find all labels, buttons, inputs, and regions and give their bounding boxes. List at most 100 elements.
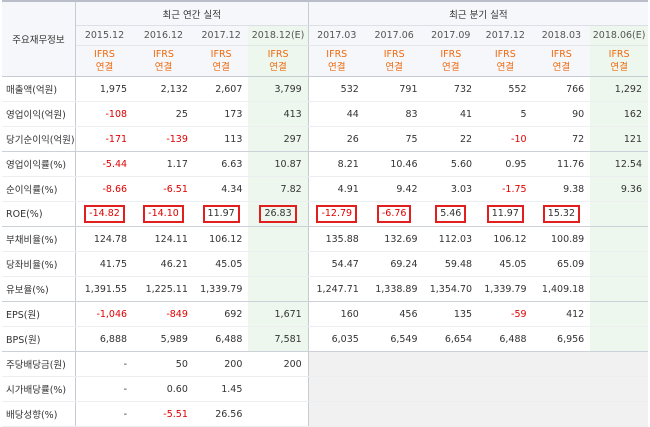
ifrs-header: IFRS 연결 <box>248 45 309 77</box>
period-header: 2017.09 <box>423 25 479 46</box>
value-cell: 106.12 <box>193 226 249 252</box>
value-cell: 3.03 <box>423 176 479 202</box>
consolidated-label: 연결 <box>212 62 230 73</box>
value-cell: 766 <box>532 76 591 102</box>
ifrs-label: IFRS <box>267 49 289 60</box>
value-cell: 297 <box>248 126 309 152</box>
value-cell: 5.46 <box>423 201 479 227</box>
value-cell: 200 <box>193 351 249 377</box>
highlighted-value: 11.97 <box>486 205 524 223</box>
ifrs-label: IFRS <box>326 49 348 60</box>
table-row: EPS(원) -1,046 -849 692 1,671 160 456 135 -59 412 <box>2 301 648 327</box>
row-label: 부채비율(%) <box>2 226 76 252</box>
value-cell: 124.11 <box>133 226 194 252</box>
value-cell: 112.03 <box>423 226 479 252</box>
value-cell: -10 <box>478 126 533 152</box>
value-cell: 1.45 <box>193 376 249 402</box>
value-cell: 5 <box>478 101 533 127</box>
value-cell: 2,132 <box>133 76 194 102</box>
value-cell: 6.63 <box>193 151 249 177</box>
value-cell <box>248 376 309 402</box>
ifrs-header: IFRS 연결 <box>133 45 194 77</box>
period-header: 2015.12 <box>75 25 134 46</box>
value-cell: 11.97 <box>193 201 249 227</box>
value-cell: 15.32 <box>532 201 591 227</box>
value-cell: 10.46 <box>364 151 424 177</box>
value-cell: 46.21 <box>133 251 194 277</box>
value-cell <box>364 376 424 402</box>
value-cell <box>248 226 309 252</box>
value-cell: -108 <box>75 101 134 127</box>
value-cell: 6,888 <box>75 326 134 352</box>
value-cell: -8.66 <box>75 176 134 202</box>
table-row: 당기순이익(억원) -171 -139 113 297 26 75 22 -10 72 121 <box>2 126 648 152</box>
value-cell: -1,046 <box>75 301 134 327</box>
value-cell: 135 <box>423 301 479 327</box>
value-cell: 7,581 <box>248 326 309 352</box>
value-cell: 50 <box>133 351 194 377</box>
value-cell: 45.05 <box>193 251 249 277</box>
value-cell: 8.21 <box>308 151 365 177</box>
quarterly-group-header: 최근 분기 실적 <box>308 0 648 26</box>
value-cell <box>590 226 648 252</box>
value-cell: 6,035 <box>308 326 365 352</box>
ifrs-label: IFRS <box>550 49 572 60</box>
ifrs-header: IFRS 연결 <box>364 45 424 77</box>
value-cell: 162 <box>590 101 648 127</box>
row-label: 배당성향(%) <box>2 401 76 427</box>
annual-group-header: 최근 연간 실적 <box>75 0 309 26</box>
value-cell <box>248 251 309 277</box>
value-cell: 732 <box>423 76 479 102</box>
value-cell: 41.75 <box>75 251 134 277</box>
value-cell: 41 <box>423 101 479 127</box>
value-cell: 44 <box>308 101 365 127</box>
row-label: BPS(원) <box>2 326 76 352</box>
value-cell: -14.82 <box>75 201 134 227</box>
ifrs-header: IFRS 연결 <box>590 45 648 77</box>
table-row: 주당배당금(원) -50 200 200 <box>2 351 648 377</box>
value-cell: 3,799 <box>248 76 309 102</box>
value-cell <box>532 351 591 377</box>
value-cell: 5,989 <box>133 326 194 352</box>
value-cell: 4.34 <box>193 176 249 202</box>
value-cell: 1,409.18 <box>532 276 591 302</box>
value-cell <box>590 326 648 352</box>
value-cell: 54.47 <box>308 251 365 277</box>
value-cell: -14.10 <box>133 201 194 227</box>
value-cell <box>423 401 479 427</box>
table-row: 영업이익률(%) -5.44 1.17 6.63 10.87 8.21 10.46 5.60 0… <box>2 151 648 177</box>
table-row: 영업이익(억원) -108 25 173 413 44 83 41 5 90 162 <box>2 101 648 127</box>
value-cell: 135.88 <box>308 226 365 252</box>
value-cell: 5.60 <box>423 151 479 177</box>
ifrs-header: IFRS 연결 <box>478 45 533 77</box>
value-cell: 1,671 <box>248 301 309 327</box>
highlighted-value: 26.83 <box>259 205 297 223</box>
value-cell <box>590 251 648 277</box>
value-cell: 6,654 <box>423 326 479 352</box>
row-label: 당기순이익(억원) <box>2 126 76 152</box>
value-cell: 106.12 <box>478 226 533 252</box>
period-header: 2017.06 <box>364 25 424 46</box>
value-cell <box>478 351 533 377</box>
value-cell: 791 <box>364 76 424 102</box>
value-cell: 100.89 <box>532 226 591 252</box>
consolidated-label: 연결 <box>154 62 173 73</box>
table-row: 순이익률(%) -8.66 -6.51 4.34 7.82 4.91 9.42 3.03 -1.… <box>2 176 648 202</box>
value-cell: 9.42 <box>364 176 424 202</box>
value-cell: 1,975 <box>75 76 134 102</box>
value-cell: 9.36 <box>590 176 648 202</box>
value-cell: 7.82 <box>248 176 309 202</box>
group-header-row: 주요재무정보 최근 연간 실적 최근 분기 실적 <box>2 0 648 77</box>
value-cell: 6,488 <box>478 326 533 352</box>
ifrs-header-row: IFRS 연결 IFRS 연결 IFRS 연결 IFRS 연결 IFRS 연결 IFRS 연결 IFRS… <box>2 45 648 77</box>
row-label: 매출액(억원) <box>2 76 76 102</box>
period-header: 2018.06(E) <box>590 25 648 46</box>
value-cell: 25 <box>133 101 194 127</box>
row-label: 시가배당률(%) <box>2 376 76 402</box>
highlighted-value: 15.32 <box>542 205 580 223</box>
consolidated-label: 연결 <box>552 62 571 73</box>
consolidated-label: 연결 <box>610 62 628 73</box>
value-cell: 6,488 <box>193 326 249 352</box>
value-cell: 456 <box>364 301 424 327</box>
value-cell: - <box>75 351 134 377</box>
